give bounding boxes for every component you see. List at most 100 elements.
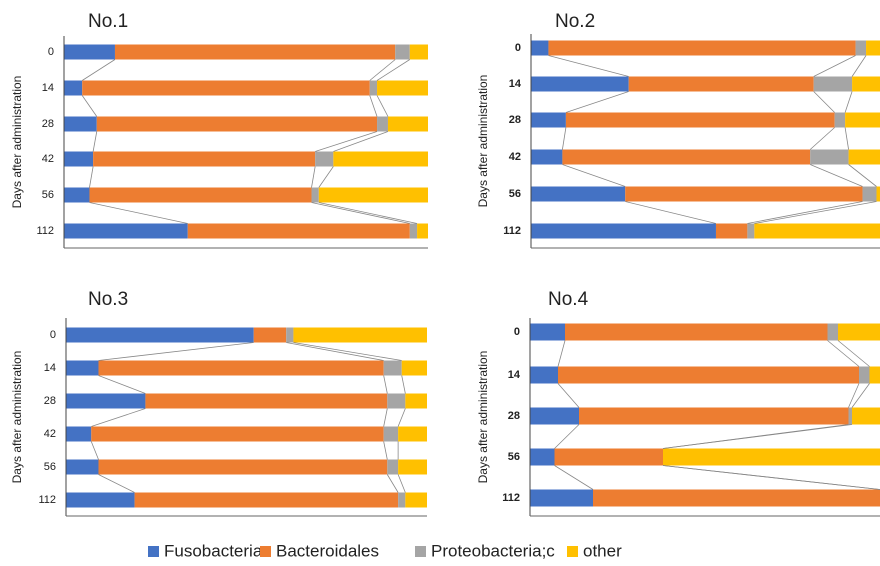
- bar-segment: [64, 151, 94, 167]
- bar-segment: [531, 223, 716, 239]
- connector: [376, 95, 389, 117]
- bar-segment: [593, 489, 880, 507]
- bar-segment: [333, 151, 428, 167]
- connector: [98, 342, 254, 361]
- bar-segment: [715, 223, 748, 239]
- bar-segment: [531, 149, 563, 165]
- bar-segment: [66, 492, 135, 508]
- connector: [662, 424, 853, 449]
- connector: [318, 202, 418, 224]
- bar-segment: [827, 323, 838, 341]
- bar-segment: [96, 116, 378, 132]
- y-axis-label: Days after administration: [476, 351, 490, 484]
- bar-segment: [862, 186, 877, 202]
- bar-segment: [253, 327, 287, 343]
- connector: [315, 131, 378, 152]
- connector: [554, 424, 580, 449]
- bar-segment: [187, 223, 410, 239]
- bar-segment: [401, 360, 427, 376]
- legend-swatch: [148, 546, 159, 557]
- bar-segment: [417, 223, 428, 239]
- bar-segment: [64, 187, 90, 203]
- bar-segment: [848, 149, 880, 165]
- bar-segment: [66, 393, 146, 409]
- y-tick-label: 112: [38, 494, 56, 506]
- bar-segment: [565, 112, 835, 128]
- connector: [383, 408, 388, 427]
- bar-segment: [548, 40, 856, 56]
- bar-segment: [813, 76, 853, 92]
- bar-segment: [530, 323, 565, 341]
- bar-segment: [663, 448, 880, 466]
- bar-segment: [315, 151, 334, 167]
- connector: [286, 342, 384, 361]
- connector: [401, 375, 406, 394]
- connector: [813, 55, 856, 77]
- legend-swatch: [567, 546, 578, 557]
- bar-segment: [852, 76, 880, 92]
- connector: [311, 166, 316, 188]
- connector: [318, 166, 334, 188]
- bar-segment: [398, 459, 427, 475]
- connector: [848, 383, 860, 408]
- bar-segment: [409, 223, 418, 239]
- bar-segment: [838, 323, 880, 341]
- bar-segment: [387, 393, 406, 409]
- connector: [851, 383, 870, 408]
- bar-segment: [89, 187, 312, 203]
- bar-segment: [531, 112, 566, 128]
- connector: [311, 202, 410, 224]
- bar-segment: [405, 492, 427, 508]
- legend-label: Fusobacteria: [164, 541, 263, 560]
- y-tick-label: 56: [44, 461, 56, 473]
- connector: [554, 465, 594, 490]
- y-tick-label: 112: [502, 492, 520, 504]
- bar-segment: [866, 40, 880, 56]
- y-tick-label: 42: [44, 428, 56, 440]
- bar-segment: [834, 112, 846, 128]
- connector: [848, 164, 877, 187]
- connector: [397, 408, 406, 427]
- bar-segment: [66, 327, 254, 343]
- bar-segment: [311, 187, 319, 203]
- connector: [813, 91, 835, 113]
- connector: [81, 95, 98, 117]
- connector: [662, 465, 880, 490]
- y-tick-label: 0: [515, 42, 521, 54]
- connector: [98, 474, 135, 493]
- connector: [562, 164, 626, 187]
- connector: [844, 91, 853, 113]
- connector: [369, 95, 378, 117]
- bar-segment: [398, 492, 406, 508]
- connector: [827, 340, 860, 367]
- bar-segment: [845, 112, 880, 128]
- bar-segment: [531, 76, 629, 92]
- bar-segment: [387, 459, 399, 475]
- bar-segment: [64, 116, 97, 132]
- panel-title: No.3: [88, 289, 128, 310]
- bar-segment: [531, 186, 626, 202]
- bar-segment: [530, 448, 555, 466]
- bar-segment: [64, 223, 188, 239]
- bar-segment: [530, 366, 558, 384]
- y-tick-label: 14: [508, 369, 521, 381]
- bar-segment: [869, 366, 880, 384]
- y-axis-label: Days after administration: [476, 75, 490, 208]
- bar-segment: [579, 407, 849, 425]
- y-tick-label: 14: [44, 362, 56, 374]
- bar-segment: [145, 393, 388, 409]
- panel-title: No.1: [88, 11, 128, 32]
- bar-segment: [628, 76, 814, 92]
- y-tick-label: 28: [44, 395, 56, 407]
- bar-segment: [377, 80, 428, 96]
- connector: [383, 441, 388, 460]
- y-tick-label: 56: [508, 451, 520, 463]
- bar-segment: [93, 151, 316, 167]
- legend-label: Proteobacteria;c: [431, 541, 555, 560]
- y-tick-label: 56: [509, 188, 521, 200]
- connector: [851, 55, 867, 77]
- legend-label: Bacteroidales: [276, 541, 379, 560]
- y-tick-label: 0: [514, 326, 520, 338]
